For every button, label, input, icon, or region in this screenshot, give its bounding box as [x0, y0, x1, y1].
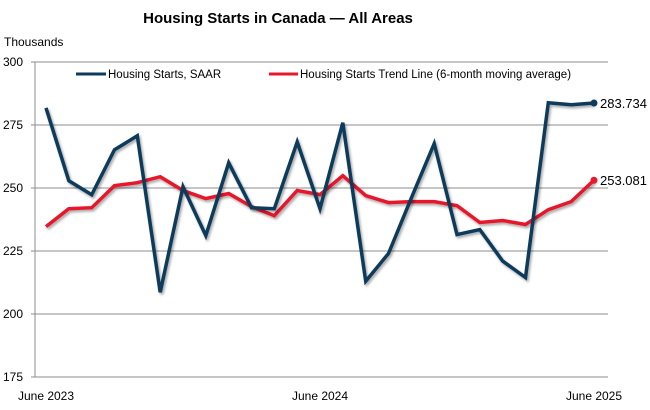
- series-line-saar: [44, 100, 595, 293]
- y-tick-label: 275: [3, 118, 23, 132]
- y-tick-label: 175: [3, 370, 23, 384]
- legend-label-saar: Housing Starts, SAAR: [108, 69, 221, 81]
- y-tick-label: 250: [3, 181, 23, 195]
- x-tick-label: June 2025: [566, 389, 622, 403]
- x-tick-label: June 2023: [18, 389, 74, 403]
- y-axis-label: Thousands: [4, 35, 63, 49]
- y-tick-label: 225: [3, 244, 23, 258]
- data-label-saar: 283.734: [600, 96, 647, 111]
- end-marker-trend: [590, 176, 598, 184]
- data-label-trend: 253.081: [600, 173, 647, 188]
- end-marker-saar: [590, 99, 598, 107]
- y-tick-label: 200: [3, 307, 23, 321]
- chart-title: Housing Starts in Canada — All Areas: [143, 10, 413, 27]
- y-tick-label: 300: [3, 55, 23, 69]
- series-line-trend: [44, 173, 596, 228]
- x-tick-label: June 2024: [292, 389, 348, 403]
- legend-label-trend: Housing Starts Trend Line (6-month movin…: [300, 69, 571, 81]
